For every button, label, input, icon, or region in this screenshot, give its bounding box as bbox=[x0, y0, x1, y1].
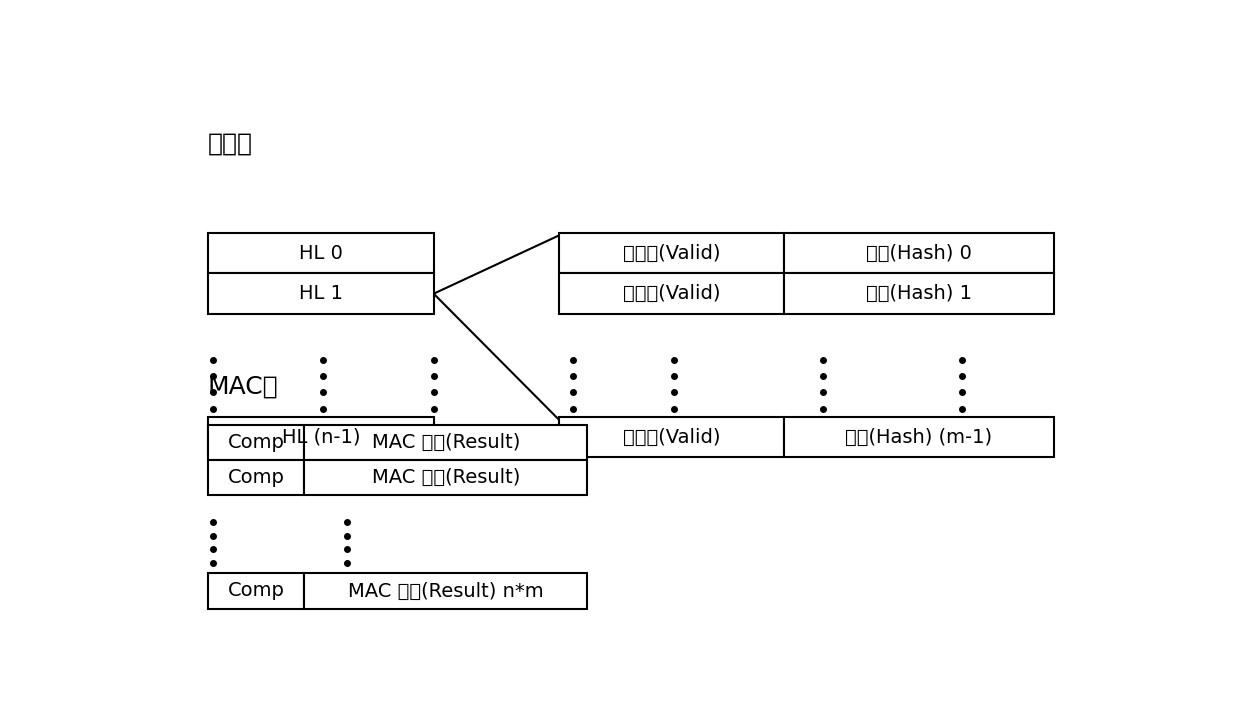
Text: HL 0: HL 0 bbox=[299, 244, 342, 263]
Bar bbox=[208, 460, 304, 495]
Bar bbox=[304, 460, 588, 495]
Text: MAC 结果(Result): MAC 结果(Result) bbox=[372, 433, 520, 452]
Bar bbox=[558, 417, 785, 457]
Text: Comp: Comp bbox=[227, 581, 284, 600]
Bar bbox=[785, 274, 1054, 314]
Bar bbox=[208, 274, 434, 314]
Text: 哈希(Hash) 0: 哈希(Hash) 0 bbox=[866, 244, 972, 263]
Text: 有效位(Valid): 有效位(Valid) bbox=[622, 284, 720, 303]
Bar bbox=[208, 233, 434, 274]
Text: Comp: Comp bbox=[227, 468, 284, 487]
Text: 哈希(Hash) (m-1): 哈希(Hash) (m-1) bbox=[846, 428, 992, 446]
Text: 有效位(Valid): 有效位(Valid) bbox=[622, 244, 720, 263]
Bar bbox=[208, 574, 304, 609]
Bar bbox=[208, 425, 304, 460]
Text: HL (n-1): HL (n-1) bbox=[281, 428, 360, 446]
Bar bbox=[304, 574, 588, 609]
Bar bbox=[558, 274, 785, 314]
Bar bbox=[785, 233, 1054, 274]
Bar bbox=[208, 417, 434, 457]
Text: 哈希表: 哈希表 bbox=[208, 132, 253, 156]
Text: HL 1: HL 1 bbox=[299, 284, 342, 303]
Text: MAC表: MAC表 bbox=[208, 375, 279, 399]
Text: Comp: Comp bbox=[227, 433, 284, 452]
Bar bbox=[785, 417, 1054, 457]
Text: 哈希(Hash) 1: 哈希(Hash) 1 bbox=[866, 284, 972, 303]
Bar bbox=[558, 233, 785, 274]
Text: 有效位(Valid): 有效位(Valid) bbox=[622, 428, 720, 446]
Text: MAC 结果(Result): MAC 结果(Result) bbox=[372, 468, 520, 487]
Bar bbox=[304, 425, 588, 460]
Text: MAC 结果(Result) n*m: MAC 结果(Result) n*m bbox=[348, 581, 543, 600]
